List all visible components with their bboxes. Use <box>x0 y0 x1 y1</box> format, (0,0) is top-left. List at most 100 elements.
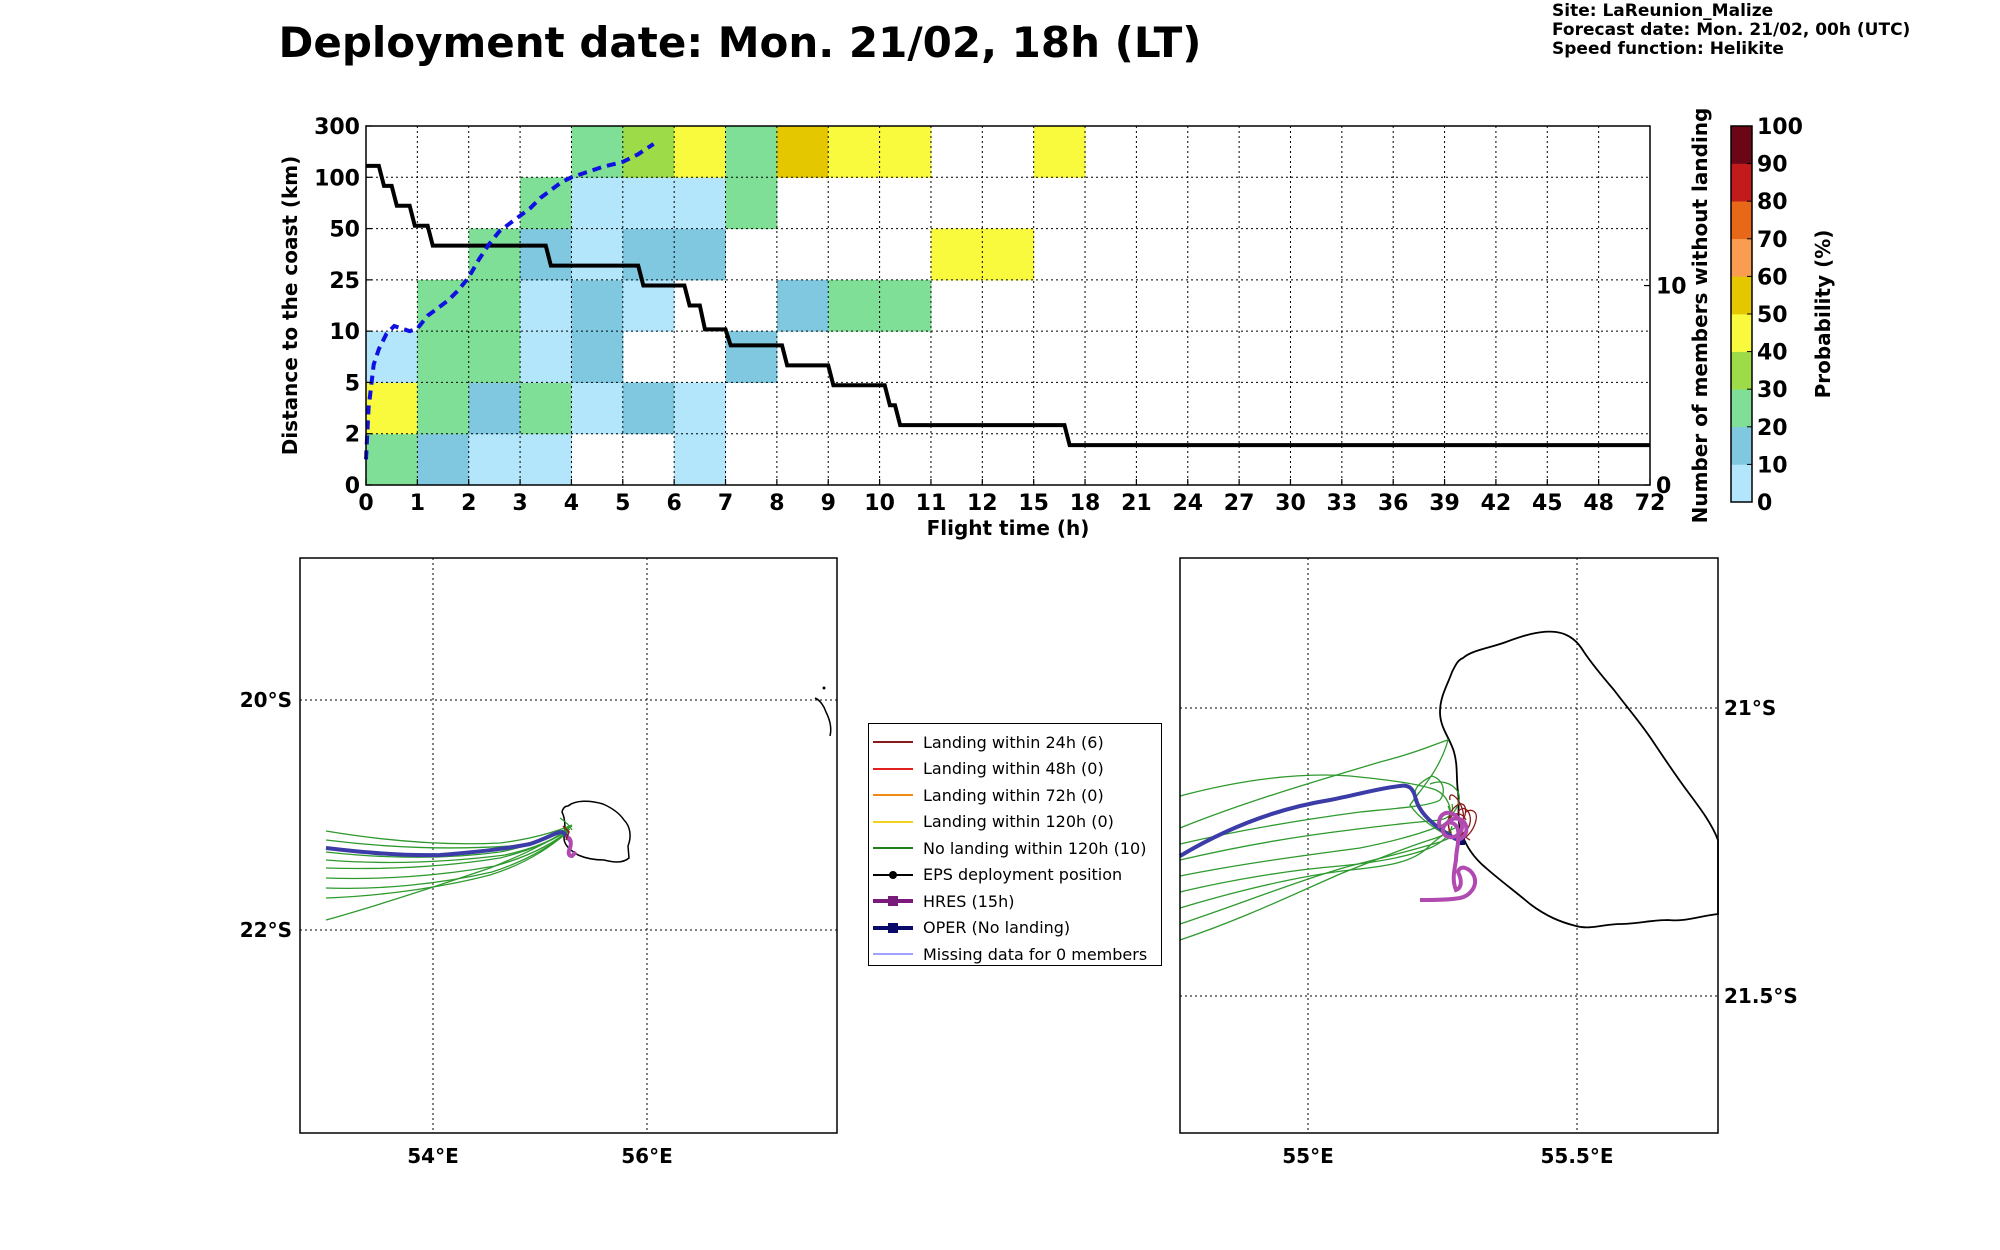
legend-label: Missing data for 0 members <box>923 945 1147 964</box>
colorbar-tick-label: 50 <box>1757 303 1788 328</box>
x-tick-label: 5 <box>615 491 630 516</box>
legend-symbol <box>873 841 913 855</box>
legend-label: No landing within 120h (10) <box>923 839 1146 858</box>
x-tick-label: 2 <box>461 491 476 516</box>
no-landing-trajectory <box>326 830 569 879</box>
heatmap-cell <box>931 229 983 281</box>
y-tick-label: 5 <box>345 371 360 396</box>
heatmap-cell <box>726 331 778 383</box>
legend-symbol <box>873 788 913 802</box>
heatmap-cell <box>366 434 418 486</box>
legend-symbol <box>873 735 913 749</box>
legend-entry: EPS deployment position <box>869 862 1161 889</box>
zoom-map-frame <box>1180 558 1718 1133</box>
colorbar-tick-label: 80 <box>1757 190 1788 215</box>
heatmap-cell <box>417 382 469 434</box>
hres-trajectory <box>566 838 576 856</box>
x-axis-label: Flight time (h) <box>927 516 1090 540</box>
map-lon-label: 55°E <box>1282 1144 1334 1168</box>
heatmap-cell <box>417 434 469 486</box>
landing-24h-trajectory <box>1449 804 1470 840</box>
legend-symbol <box>873 894 913 908</box>
colorbar-segment <box>1731 427 1752 465</box>
legend-entry: Landing within 120h (0) <box>869 809 1161 836</box>
colorbar-segment <box>1731 164 1752 202</box>
legend-label: OPER (No landing) <box>923 918 1070 937</box>
legend-entry: OPER (No landing) <box>869 915 1161 942</box>
legend-symbol <box>873 868 913 882</box>
heatmap-cell <box>623 177 675 229</box>
zoom-map-group: 55°E 55.5°E 21°S 21.5°S <box>1180 558 1798 1168</box>
no-landing-trajectory <box>326 827 570 857</box>
heatmap-cell <box>623 229 675 281</box>
x-tick-label: 11 <box>916 491 947 516</box>
x-tick-label: 6 <box>667 491 682 516</box>
overview-map-frame <box>300 558 837 1133</box>
heatmap-cell <box>520 382 572 434</box>
no-landing-trajectory <box>1180 836 1456 924</box>
legend-label: EPS deployment position <box>923 865 1122 884</box>
no-landing-trajectory <box>1180 775 1450 820</box>
colorbar-segment <box>1731 464 1752 502</box>
legend-label: HRES (15h) <box>923 892 1014 911</box>
colorbar-tick-label: 40 <box>1757 341 1788 366</box>
heatmap-cell <box>571 382 623 434</box>
landing-24h-trajectory <box>1448 814 1466 840</box>
no-landing-trajectory <box>1180 806 1450 876</box>
y-right-tick-label: 10 <box>1656 275 1687 300</box>
x-tick-label: 36 <box>1378 491 1409 516</box>
heatmap-cell <box>520 280 572 332</box>
heatmap-cell <box>828 280 880 332</box>
heatmap-cell <box>520 177 572 229</box>
x-tick-label: 39 <box>1429 491 1460 516</box>
oper-marker <box>1456 836 1465 845</box>
colorbar-tick-label: 100 <box>1757 115 1803 140</box>
y-right-axis-label: Number of members without landing <box>1688 108 1712 524</box>
heatmap-cell <box>674 177 726 229</box>
map-lon-label: 55.5°E <box>1540 1144 1613 1168</box>
heatmap-cell <box>571 331 623 383</box>
map-lat-label: 21°S <box>1724 696 1776 720</box>
heatmap-cell <box>417 331 469 383</box>
heatmap-cell <box>366 382 418 434</box>
colorbar-segment <box>1731 201 1752 239</box>
reunion-island-outline-zoom <box>1440 632 1718 928</box>
no-landing-trajectory <box>326 828 569 862</box>
y-axis-label: Distance to the coast (km) <box>278 156 302 456</box>
legend-symbol <box>873 762 913 776</box>
landing-24h-trajectory <box>563 826 569 840</box>
heatmap-cell <box>674 382 726 434</box>
legend-entry: No landing within 120h (10) <box>869 835 1161 862</box>
colorbar-tick-label: 0 <box>1757 491 1772 516</box>
legend-symbol <box>873 921 913 935</box>
x-tick-label: 1 <box>410 491 425 516</box>
legend-symbol <box>873 815 913 829</box>
overview-map-group: 54°E 56°E 20°S 22°S <box>240 558 837 1168</box>
heatmap-cell <box>366 331 418 383</box>
legend-label: Landing within 120h (0) <box>923 812 1114 831</box>
heatmap-cell <box>571 229 623 281</box>
no-landing-trajectory <box>326 825 572 844</box>
y-tick-label: 300 <box>314 115 360 140</box>
y-tick-label: 2 <box>345 423 360 448</box>
map-lat-label: 22°S <box>240 918 292 942</box>
x-tick-label: 21 <box>1121 491 1152 516</box>
heatmap-cell <box>623 126 675 178</box>
x-tick-label: 12 <box>967 491 998 516</box>
heatmap-cell <box>571 177 623 229</box>
colorbar-segment <box>1731 352 1752 390</box>
legend-entry: Landing within 72h (0) <box>869 782 1161 809</box>
x-tick-label: 24 <box>1172 491 1203 516</box>
map-lat-label: 20°S <box>240 688 292 712</box>
heatmap-cell <box>674 229 726 281</box>
colorbar-tick-label: 20 <box>1757 416 1788 441</box>
no-landing-trajectory <box>560 818 572 830</box>
heatmap-cell <box>1034 126 1086 178</box>
no-landing-trajectory <box>1180 828 1455 908</box>
no-landing-trajectory <box>1180 804 1453 860</box>
oper-trajectory <box>326 832 571 855</box>
x-tick-label: 48 <box>1583 491 1614 516</box>
x-tick-label: 7 <box>718 491 733 516</box>
probability-heatmap-chart: 0 1 2 3 4 5 6 7 8 9 10 11 12 15 18 21 24 27 30 33 36 39 42 45 48… <box>0 0 2000 560</box>
map-lon-label: 56°E <box>621 1144 673 1168</box>
